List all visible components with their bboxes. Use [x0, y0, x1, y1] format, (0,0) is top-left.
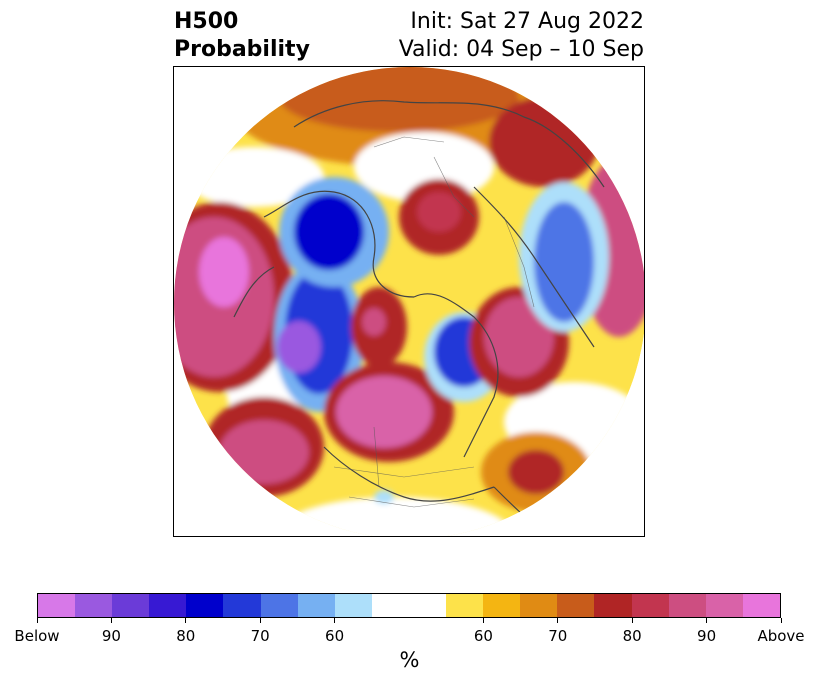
colorbar-swatch: [334, 594, 372, 617]
colorbar-swatch: [705, 594, 743, 617]
colorbar-swatch: [520, 594, 558, 617]
colorbar-swatch: [297, 594, 335, 617]
colorbar-tick: [631, 618, 633, 623]
legend-unit: %: [399, 648, 420, 672]
colorbar-tick-label: 80: [622, 627, 642, 645]
colorbar-tick: [334, 618, 336, 623]
colorbar-tick: [259, 618, 261, 623]
anomaly-east-warm-core: [484, 297, 554, 377]
colorbar-swatch: [742, 594, 780, 617]
anomaly-cool-small: [374, 490, 394, 504]
anomaly-cool-west-core: [277, 321, 321, 373]
title-field: Probability: [174, 37, 310, 62]
anomaly-southwest-warm-mid: [219, 420, 309, 484]
valid-dates: Valid: 04 Sep – 10 Sep: [398, 37, 644, 62]
colorbar-swatch: [371, 594, 409, 617]
colorbar-tick: [110, 618, 112, 623]
colorbar-swatch: [186, 594, 224, 617]
colorbar-swatch: [223, 594, 261, 617]
borders: [333, 136, 535, 508]
anomaly-north-warm-core: [279, 67, 519, 132]
colorbar-tick: [36, 618, 38, 623]
map-dates: Init: Sat 27 Aug 2022 Valid: 04 Sep – 10…: [399, 8, 644, 64]
colorbar-swatch: [38, 594, 76, 617]
colorbar-tick-label: 60: [473, 627, 493, 645]
colorbar-swatch: [631, 594, 669, 617]
colorbar-swatch: [446, 594, 484, 617]
colorbar-swatch: [594, 594, 632, 617]
anomaly-northeast: [489, 97, 599, 187]
colorbar-tick-label: 60: [325, 627, 345, 645]
anomaly-cool-east-core: [534, 202, 594, 322]
colorbar-tick: [185, 618, 187, 623]
colorbar-tick: [780, 618, 782, 623]
colorbar-tick: [482, 618, 484, 623]
colorbar-tick: [557, 618, 559, 623]
map-title: H500 Probability: [174, 8, 310, 64]
anomaly-north-ridge-core: [417, 192, 461, 232]
colorbar-swatch: [149, 594, 187, 617]
colorbar-tick-label: Above: [757, 627, 805, 645]
legend-colorbar: [37, 593, 781, 618]
neutral-south: [274, 497, 514, 536]
colorbar-swatch: [557, 594, 595, 617]
colorbar-tick-label: 70: [250, 627, 270, 645]
colorbar-tick-label: 90: [101, 627, 121, 645]
colorbar-tick: [706, 618, 708, 623]
polar-map: [173, 66, 645, 537]
legend-ticks: Below 90 80 70 60 60 70 80 90 Above: [14, 618, 805, 648]
colorbar-tick-label: Below: [14, 627, 60, 645]
anomaly-southeast-warm-core: [508, 450, 564, 494]
colorbar-tick-label: 70: [548, 627, 568, 645]
colorbar-tick-label: 90: [697, 627, 717, 645]
colorbar-swatch: [408, 594, 447, 617]
title-variable: H500: [174, 9, 239, 34]
init-date: Init: Sat 27 Aug 2022: [410, 9, 644, 34]
colorbar-swatch: [668, 594, 706, 617]
anomaly-west-warm-core: [199, 237, 249, 307]
colorbar-swatch: [75, 594, 113, 617]
probability-map-svg: [174, 67, 644, 536]
probability-field: [174, 67, 644, 536]
colorbar-tick-label: 80: [176, 627, 196, 645]
anomaly-central-warm-core: [362, 308, 386, 336]
colorbar-swatch: [260, 594, 298, 617]
anomaly-south-warm-core: [336, 376, 432, 448]
colorbar-swatch: [112, 594, 150, 617]
colorbar-swatch: [483, 594, 521, 617]
anomaly-cool-north-core: [294, 194, 364, 270]
